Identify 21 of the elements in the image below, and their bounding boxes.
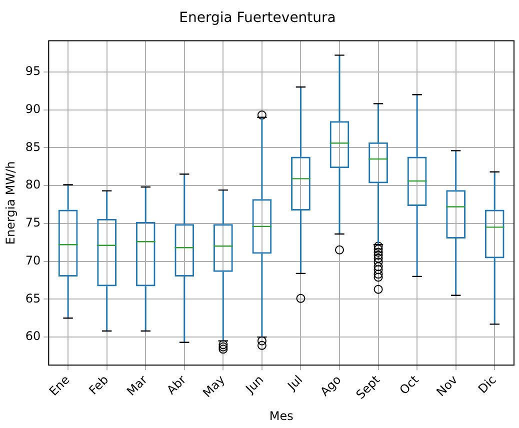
x-tick-label: Jul [284, 372, 306, 394]
y-tick-label: 95 [25, 64, 41, 78]
y-tick-label: 65 [25, 291, 41, 306]
x-tick-label: Feb [86, 372, 112, 398]
y-tick-label: 60 [25, 329, 41, 344]
x-tick-label: Nov [434, 372, 460, 400]
x-tick-label: Jun [242, 372, 266, 396]
y-tick-label: 90 [25, 102, 41, 116]
y-tick-label: 80 [25, 178, 41, 192]
x-tick-label: Oct [396, 372, 422, 398]
x-tick-label: Mar [124, 372, 150, 399]
x-tick-label: Abr [164, 372, 189, 398]
x-tick-label: Ago [318, 372, 344, 399]
chart-title: Energia Fuerteventura [179, 10, 336, 26]
y-tick-label: 75 [25, 216, 41, 230]
y-axis-title: Energia MW/h [3, 161, 18, 245]
x-tick-label: Ene [46, 372, 72, 398]
x-tick-label: Dic [475, 372, 499, 396]
x-axis-title: Mes [269, 408, 294, 423]
y-tick-label: 70 [25, 253, 41, 268]
y-tick-label: 85 [25, 140, 41, 154]
